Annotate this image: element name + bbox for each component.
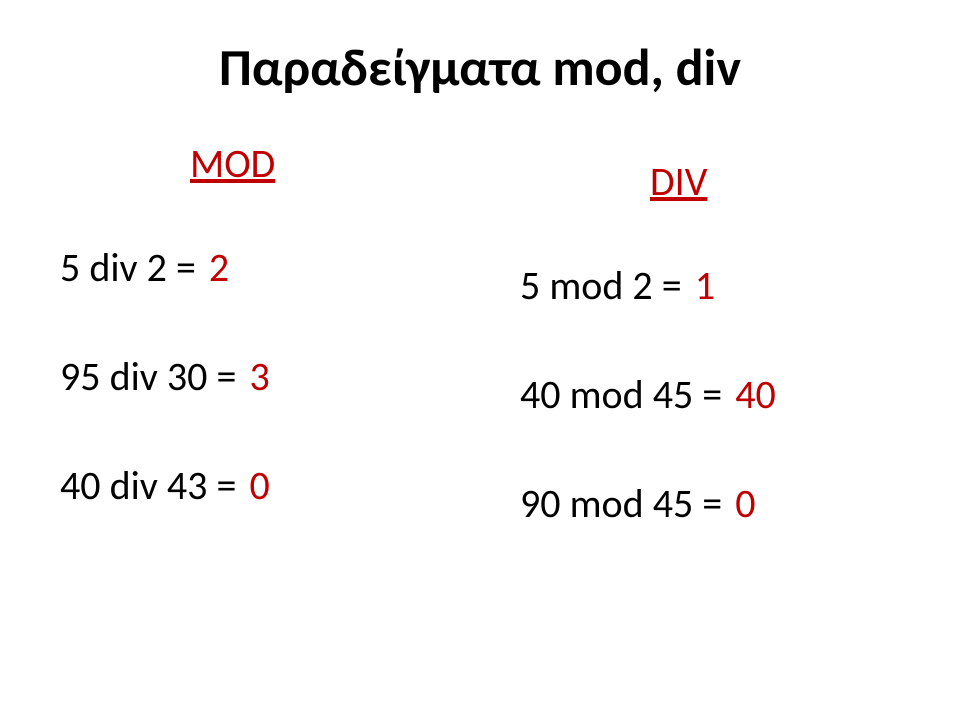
expression-text: 5 mod 2 =	[520, 261, 682, 310]
right-column: DIV 5 mod 2 = 1 40 mod 45 = 40 90 mod 45…	[520, 157, 920, 588]
example-row: 5 mod 2 = 1	[520, 261, 920, 310]
answer-text: 1	[695, 261, 715, 310]
slide: Παραδείγματα mod, div MOD 5 div 2 = 2 95…	[0, 0, 960, 720]
example-row: 90 mod 45 = 0	[520, 479, 920, 528]
expression-text: 40 mod 45 =	[520, 370, 722, 419]
expression-text: 90 mod 45 =	[520, 479, 722, 528]
right-column-header: DIV	[520, 157, 920, 206]
left-column: MOD 5 div 2 = 2 95 div 30 = 3 40 div 43 …	[60, 139, 460, 588]
expression-text: 5 div 2 =	[60, 243, 196, 292]
answer-text: 2	[209, 243, 229, 292]
example-row: 40 mod 45 = 40	[520, 370, 920, 419]
expression-text: 95 div 30 =	[60, 352, 236, 401]
answer-text: 0	[249, 461, 269, 510]
answer-text: 3	[249, 352, 269, 401]
left-column-header: MOD	[60, 139, 460, 188]
expression-text: 40 div 43 =	[60, 461, 236, 510]
example-row: 5 div 2 = 2	[60, 243, 460, 292]
answer-text: 0	[735, 479, 755, 528]
answer-text: 40	[735, 370, 776, 419]
example-row: 95 div 30 = 3	[60, 352, 460, 401]
example-row: 40 div 43 = 0	[60, 461, 460, 510]
columns-container: MOD 5 div 2 = 2 95 div 30 = 3 40 div 43 …	[40, 139, 920, 588]
slide-title: Παραδείγματα mod, div	[40, 35, 920, 99]
